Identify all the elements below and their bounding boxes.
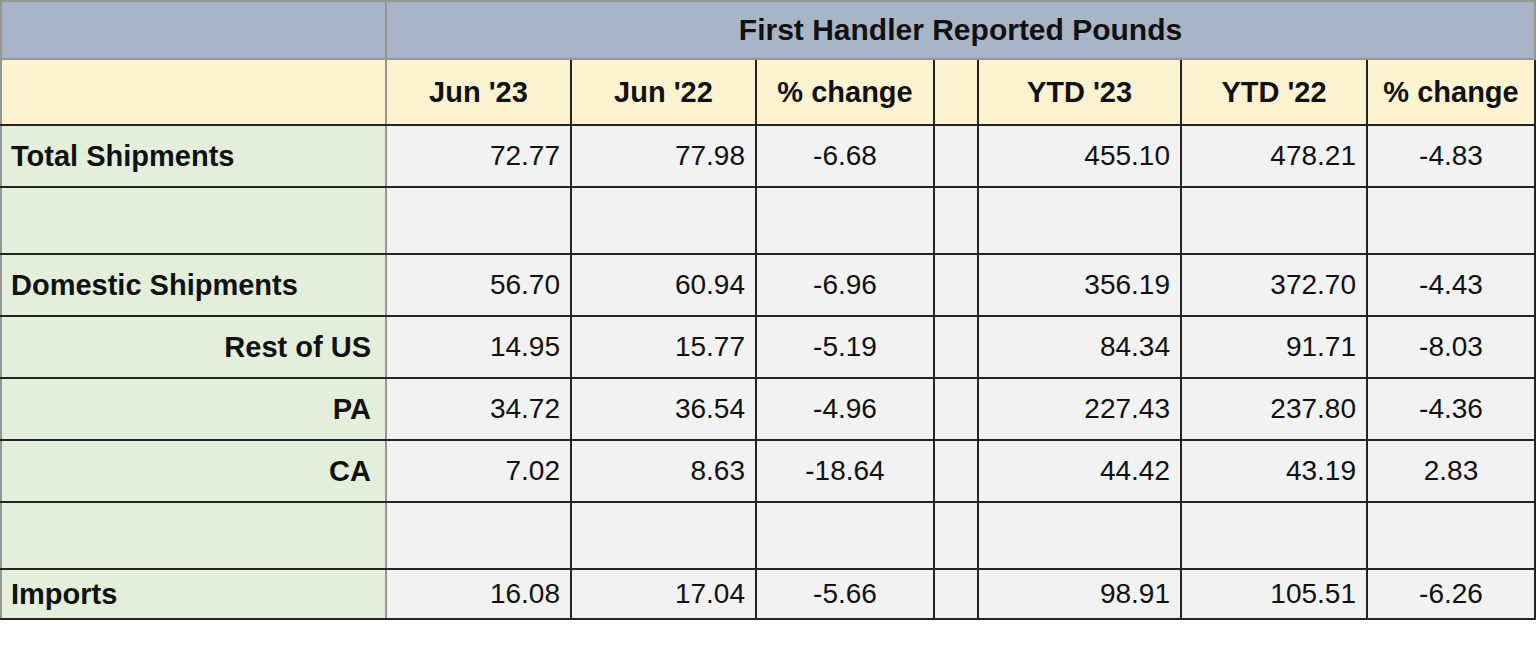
cell-ytd22 — [1181, 502, 1367, 569]
cell-jun23: 56.70 — [386, 254, 571, 316]
cell-ytd23: 84.34 — [978, 316, 1181, 378]
cell-pct-month: -5.19 — [756, 316, 934, 378]
cell-pct-ytd: 2.83 — [1367, 440, 1535, 502]
row-rest-of-us: Rest of US 14.95 15.77 -5.19 84.34 91.71… — [1, 316, 1535, 378]
cell-jun23 — [386, 502, 571, 569]
row-label — [1, 502, 386, 569]
header-pct-month: % change — [756, 59, 934, 125]
cell-pct-ytd: -8.03 — [1367, 316, 1535, 378]
row-label: CA — [1, 440, 386, 502]
row-imports: Imports 16.08 17.04 -5.66 98.91 105.51 -… — [1, 569, 1535, 619]
header-jun23: Jun '23 — [386, 59, 571, 125]
cell-pct-ytd: -4.43 — [1367, 254, 1535, 316]
cell-pct-ytd — [1367, 502, 1535, 569]
title-row-corner-cell — [1, 1, 386, 59]
cell-ytd23: 98.91 — [978, 569, 1181, 619]
cell-ytd22: 478.21 — [1181, 125, 1367, 187]
cell-pct-ytd: -4.36 — [1367, 378, 1535, 440]
cell-ytd22 — [1181, 187, 1367, 254]
row-label — [1, 187, 386, 254]
cell-pct-month: -6.96 — [756, 254, 934, 316]
cell-pct-ytd: -6.26 — [1367, 569, 1535, 619]
spacer-cell — [934, 125, 978, 187]
cell-ytd22: 43.19 — [1181, 440, 1367, 502]
header-label-cell — [1, 59, 386, 125]
cell-ytd22: 105.51 — [1181, 569, 1367, 619]
cell-ytd22: 237.80 — [1181, 378, 1367, 440]
cell-pct-month: -6.68 — [756, 125, 934, 187]
spacer-cell — [934, 440, 978, 502]
table-title: First Handler Reported Pounds — [386, 1, 1535, 59]
row-label: Imports — [1, 569, 386, 619]
cell-ytd23: 44.42 — [978, 440, 1181, 502]
cell-pct-ytd: -4.83 — [1367, 125, 1535, 187]
title-row: First Handler Reported Pounds — [1, 1, 1535, 59]
cell-jun23: 34.72 — [386, 378, 571, 440]
row-label: Rest of US — [1, 316, 386, 378]
header-pct-ytd: % change — [1367, 59, 1535, 125]
cell-jun22: 77.98 — [571, 125, 756, 187]
empty-row — [1, 187, 1535, 254]
cell-ytd22: 372.70 — [1181, 254, 1367, 316]
cell-jun22: 36.54 — [571, 378, 756, 440]
cell-ytd23: 227.43 — [978, 378, 1181, 440]
spacer-cell — [934, 316, 978, 378]
row-ca: CA 7.02 8.63 -18.64 44.42 43.19 2.83 — [1, 440, 1535, 502]
cell-ytd23 — [978, 502, 1181, 569]
row-pa: PA 34.72 36.54 -4.96 227.43 237.80 -4.36 — [1, 378, 1535, 440]
empty-row — [1, 502, 1535, 569]
header-ytd22: YTD '22 — [1181, 59, 1367, 125]
cell-pct-month — [756, 187, 934, 254]
header-spacer-cell — [934, 59, 978, 125]
cell-jun22: 15.77 — [571, 316, 756, 378]
row-label: PA — [1, 378, 386, 440]
cell-jun23: 16.08 — [386, 569, 571, 619]
cell-ytd23 — [978, 187, 1181, 254]
cell-pct-month: -5.66 — [756, 569, 934, 619]
cell-jun23 — [386, 187, 571, 254]
row-label: Domestic Shipments — [1, 254, 386, 316]
cell-jun23: 72.77 — [386, 125, 571, 187]
cell-pct-ytd — [1367, 187, 1535, 254]
cell-jun23: 7.02 — [386, 440, 571, 502]
report-sheet: First Handler Reported Pounds Jun '23 Ju… — [0, 0, 1536, 667]
column-header-row: Jun '23 Jun '22 % change YTD '23 YTD '22… — [1, 59, 1535, 125]
spacer-cell — [934, 569, 978, 619]
row-total-shipments: Total Shipments 72.77 77.98 -6.68 455.10… — [1, 125, 1535, 187]
cell-ytd23: 455.10 — [978, 125, 1181, 187]
cell-jun22 — [571, 502, 756, 569]
cell-jun22 — [571, 187, 756, 254]
cell-pct-month — [756, 502, 934, 569]
spacer-cell — [934, 502, 978, 569]
cell-ytd22: 91.71 — [1181, 316, 1367, 378]
row-label: Total Shipments — [1, 125, 386, 187]
spacer-cell — [934, 187, 978, 254]
cell-jun23: 14.95 — [386, 316, 571, 378]
cell-ytd23: 356.19 — [978, 254, 1181, 316]
header-jun22: Jun '22 — [571, 59, 756, 125]
cell-pct-month: -4.96 — [756, 378, 934, 440]
spacer-cell — [934, 254, 978, 316]
row-domestic-shipments: Domestic Shipments 56.70 60.94 -6.96 356… — [1, 254, 1535, 316]
spacer-cell — [934, 378, 978, 440]
cell-pct-month: -18.64 — [756, 440, 934, 502]
header-ytd23: YTD '23 — [978, 59, 1181, 125]
first-handler-table: First Handler Reported Pounds Jun '23 Ju… — [0, 0, 1536, 620]
cell-jun22: 8.63 — [571, 440, 756, 502]
cell-jun22: 17.04 — [571, 569, 756, 619]
cell-jun22: 60.94 — [571, 254, 756, 316]
